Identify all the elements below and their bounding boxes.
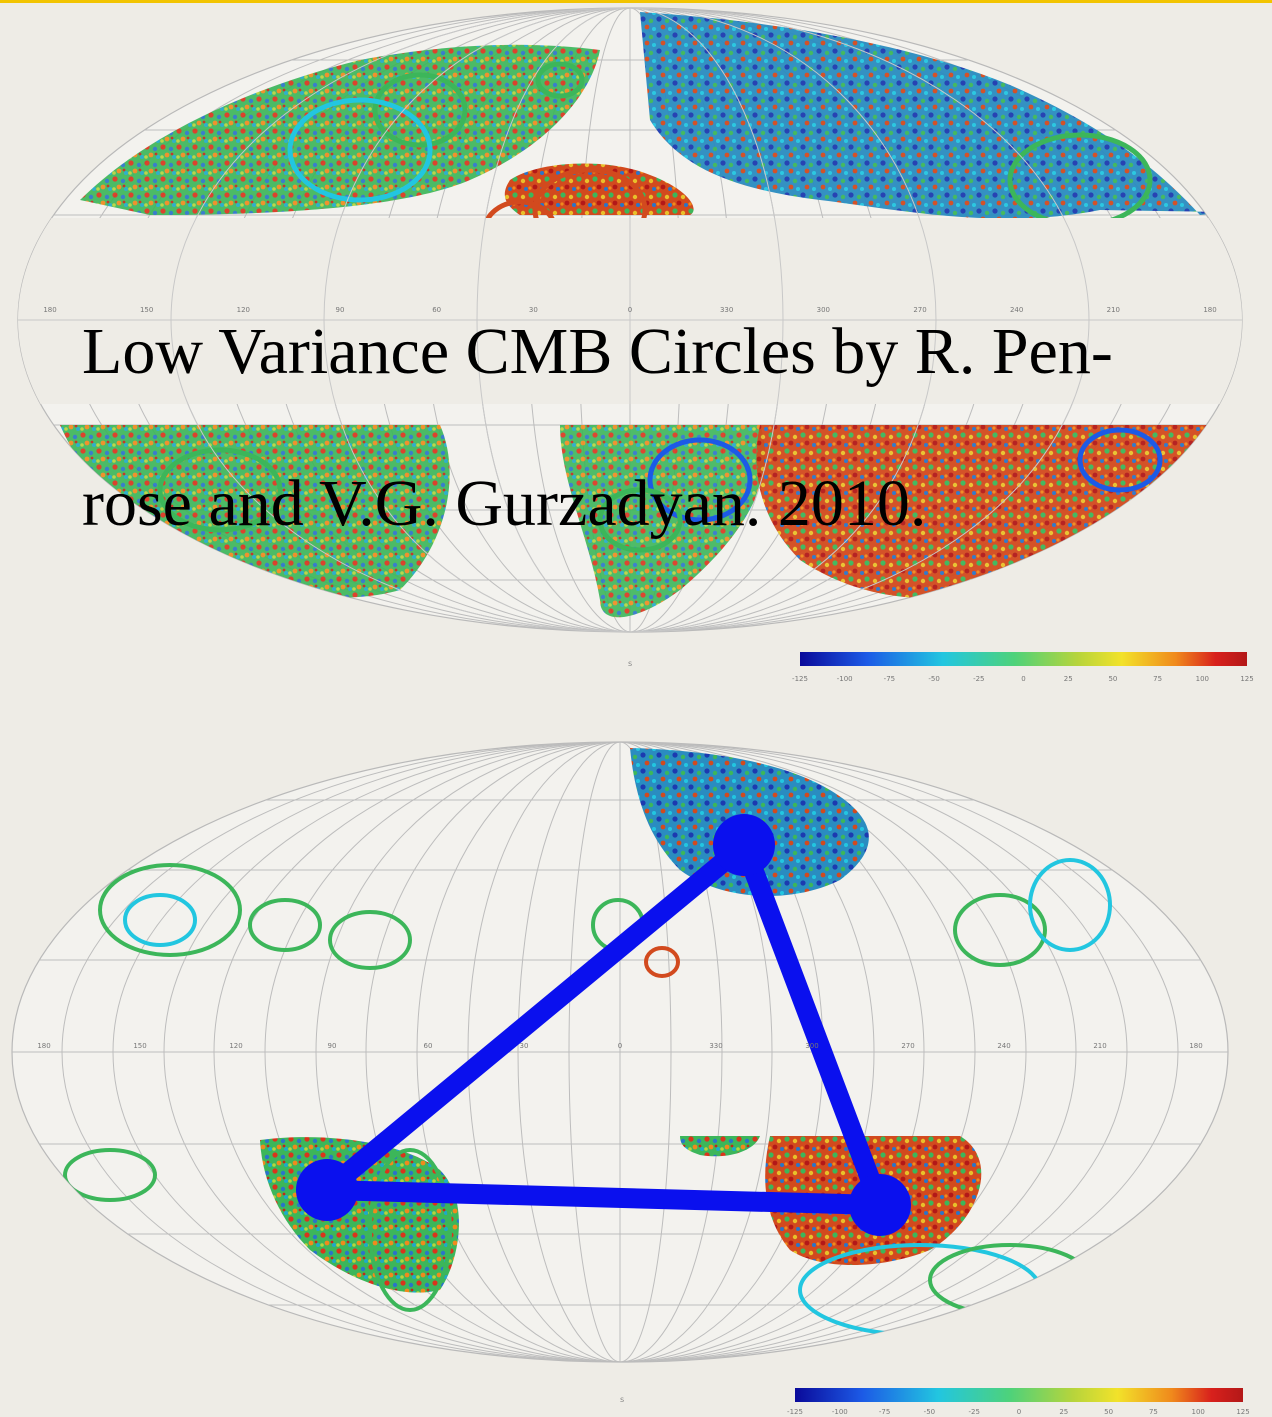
bottom-meridian-label: 180 (1189, 1042, 1202, 1050)
bottom-colorbar-tick: -50 (924, 1408, 935, 1416)
bottom-meridian-label: 240 (997, 1042, 1010, 1050)
top-region-north-left (80, 44, 600, 215)
triangle-vertex-top (713, 814, 775, 876)
bottom-meridian-label: 120 (229, 1042, 242, 1050)
bottom-meridian-label: 210 (1093, 1042, 1106, 1050)
bottom-meridian-label: 60 (424, 1042, 433, 1050)
top-meridian-label: 180 (43, 306, 56, 314)
top-mollweide-map (17, 7, 1243, 633)
top-colorbar-tick: -100 (837, 675, 853, 683)
bottom-colorbar-tick: 75 (1149, 1408, 1158, 1416)
bottom-colorbar-tick: -25 (968, 1408, 979, 1416)
bottom-colorbar-tick: -125 (787, 1408, 803, 1416)
top-colorbar-tick: 100 (1196, 675, 1209, 683)
top-colorbar-tick: 75 (1153, 675, 1162, 683)
top-colorbar-tick: -125 (792, 675, 808, 683)
bottom-meridian-label: 300 (805, 1042, 818, 1050)
bottom-colorbar-tick: 100 (1192, 1408, 1205, 1416)
top-meridian-label: 60 (432, 306, 441, 314)
top-colorbar (800, 652, 1247, 666)
top-colorbar-tick: 0 (1021, 675, 1025, 683)
triangle-overlay (296, 814, 911, 1236)
top-colorbar-tick: -50 (928, 675, 939, 683)
top-meridian-label: 120 (237, 306, 250, 314)
top-meridian-label: 270 (913, 306, 926, 314)
top-accent-bar (0, 0, 1272, 3)
bottom-meridian-label: 90 (328, 1042, 337, 1050)
bottom-colorbar-tick: 125 (1236, 1408, 1249, 1416)
bottom-map-south-marker: s (620, 1395, 624, 1404)
bottom-region-south-center-patch (680, 1136, 760, 1157)
bottom-meridian-label: 180 (37, 1042, 50, 1050)
top-colorbar-tick: 25 (1064, 675, 1073, 683)
bottom-meridian-label: 270 (901, 1042, 914, 1050)
bottom-colorbar (795, 1388, 1243, 1402)
top-colorbar-tick: -75 (884, 675, 895, 683)
top-colorbar-tick: 125 (1240, 675, 1253, 683)
top-meridian-label: 150 (140, 306, 153, 314)
top-region-north-right (640, 12, 1225, 219)
top-colorbar-tick: -25 (973, 675, 984, 683)
bottom-colorbar-tick: 25 (1059, 1408, 1068, 1416)
top-meridian-label: 90 (336, 306, 345, 314)
bottom-meridian-label: 30 (520, 1042, 529, 1050)
top-meridian-label: 210 (1107, 306, 1120, 314)
bottom-mollweide-map (11, 741, 1229, 1363)
top-meridian-label: 240 (1010, 306, 1023, 314)
top-colorbar-tick: 50 (1108, 675, 1117, 683)
top-band-grid (18, 8, 1242, 632)
triangle-vertex-left (296, 1159, 358, 1221)
top-map-regions (60, 12, 1225, 618)
top-meridian-label: 30 (529, 306, 538, 314)
bottom-colorbar-tick: -75 (879, 1408, 890, 1416)
bottom-meridian-label: 330 (709, 1042, 722, 1050)
bottom-colorbar-tick: -100 (832, 1408, 848, 1416)
bottom-meridian-label: 150 (133, 1042, 146, 1050)
top-region-south-right (756, 425, 1210, 599)
top-meridian-label: 300 (817, 306, 830, 314)
top-meridian-label: 0 (628, 306, 632, 314)
bottom-colorbar-tick: 50 (1104, 1408, 1113, 1416)
top-map-south-marker: s (628, 659, 632, 668)
bottom-colorbar-tick: 0 (1017, 1408, 1021, 1416)
bottom-low-variance-circles (63, 858, 1112, 1337)
top-region-south-left (60, 425, 450, 598)
top-meridian-label: 330 (720, 306, 733, 314)
triangle-vertex-right (849, 1174, 911, 1236)
top-meridian-label: 180 (1203, 306, 1216, 314)
top-region-south-center (560, 425, 766, 618)
bottom-meridian-label: 0 (618, 1042, 622, 1050)
